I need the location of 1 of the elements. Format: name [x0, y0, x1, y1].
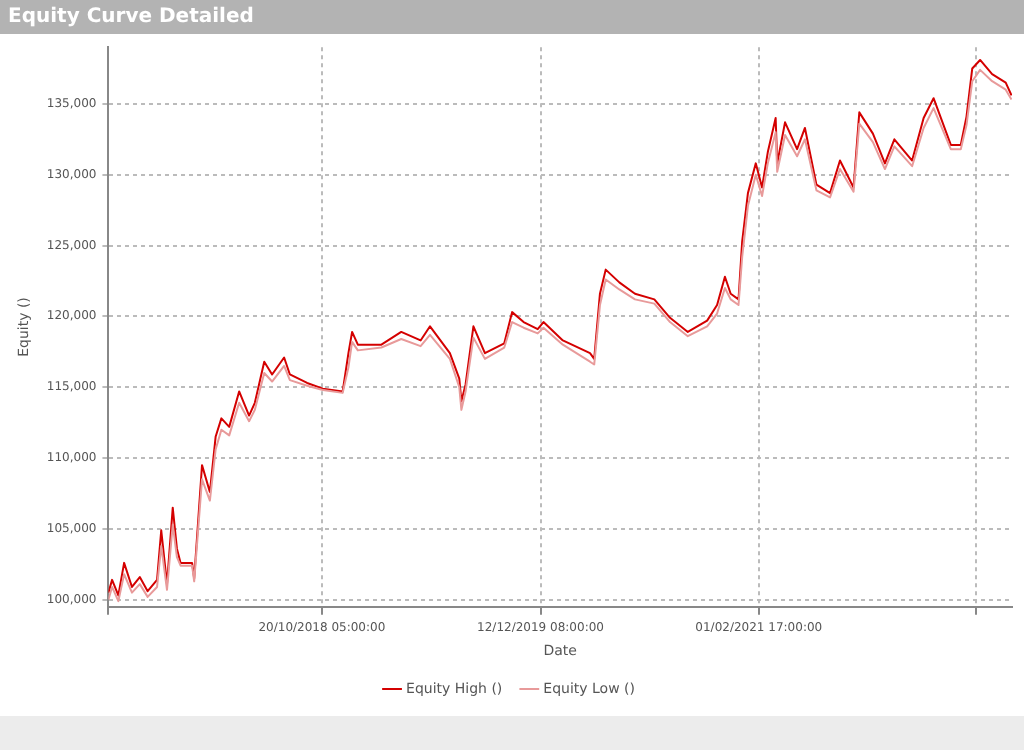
chart-title: Equity Curve Detailed: [0, 0, 1024, 34]
